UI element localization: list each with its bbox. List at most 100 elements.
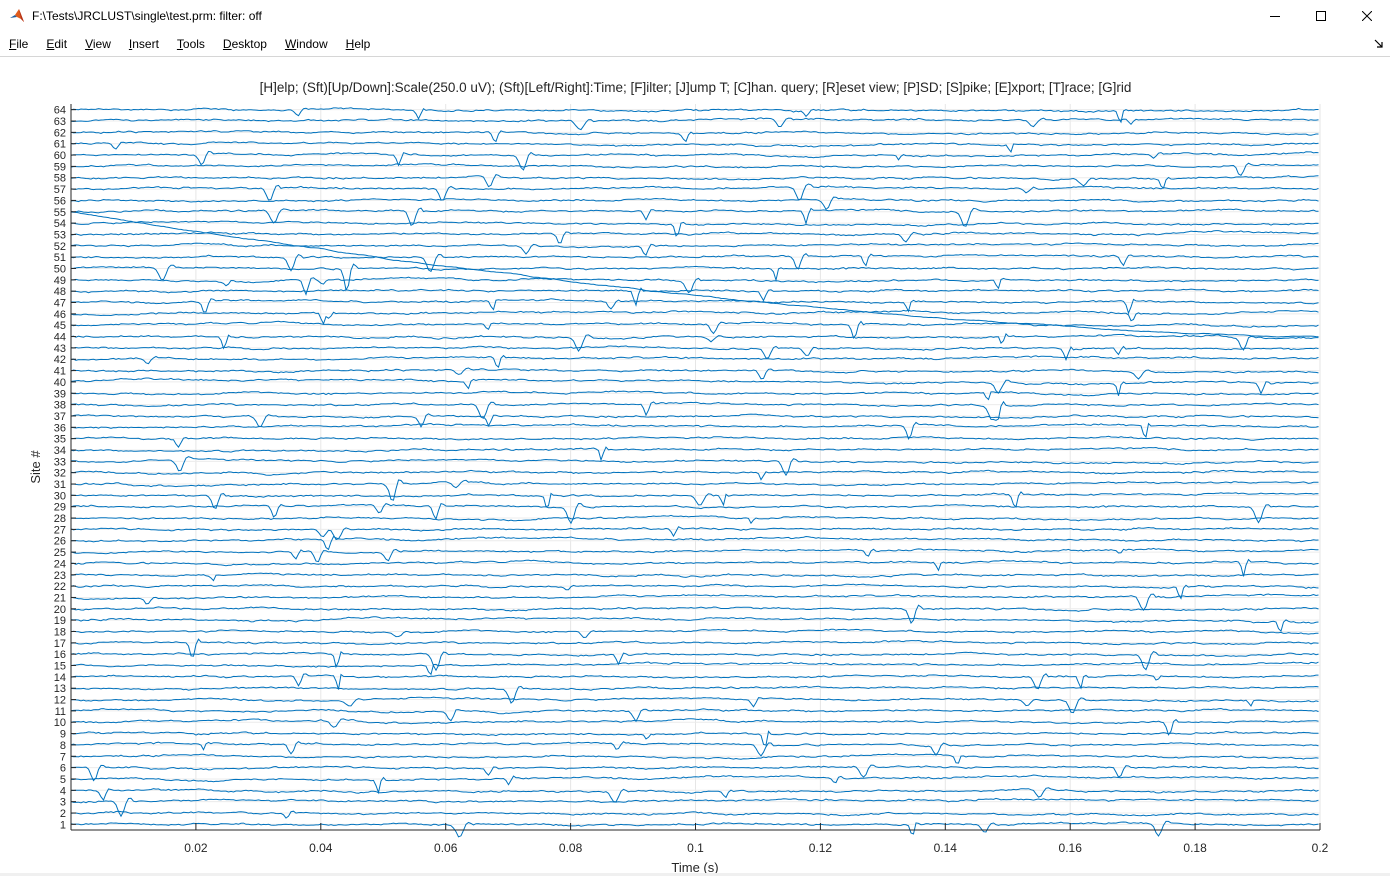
- maximize-button[interactable]: [1298, 0, 1344, 32]
- site-trace: [70, 183, 1319, 201]
- site-trace: [70, 535, 1319, 551]
- site-trace: [70, 593, 1319, 612]
- y-tick-label: 59: [54, 161, 66, 173]
- menu-insert-rest: nsert: [132, 37, 159, 51]
- y-tick-label: 27: [54, 524, 66, 536]
- dock-arrow-icon[interactable]: [1374, 39, 1384, 49]
- y-tick-label: 23: [54, 570, 66, 582]
- y-tick-label: 40: [54, 377, 66, 389]
- y-tick-label: 32: [54, 468, 66, 480]
- menu-edit[interactable]: Edit: [37, 33, 76, 55]
- menu-tools[interactable]: Tools: [168, 33, 214, 55]
- menu-view[interactable]: View: [76, 33, 120, 55]
- site-trace: [70, 207, 1319, 227]
- menu-window[interactable]: Window: [276, 33, 337, 55]
- y-tick-label: 52: [54, 241, 66, 253]
- y-tick-label: 6: [60, 763, 66, 775]
- site-trace: [70, 253, 1319, 273]
- site-trace: [70, 446, 1319, 462]
- y-tick-label: 62: [54, 127, 66, 139]
- site-trace: [70, 400, 1319, 421]
- site-trace: [70, 797, 1319, 818]
- window-bottom-edge: [0, 873, 1390, 876]
- y-tick-label: 21: [54, 592, 66, 604]
- y-tick-label: 46: [54, 309, 66, 321]
- y-tick-label: 22: [54, 581, 66, 593]
- site-trace: [71, 298, 1319, 315]
- y-tick-label: 56: [54, 195, 66, 207]
- menu-insert[interactable]: Insert: [120, 33, 168, 55]
- x-tick-label: 0.02: [184, 841, 208, 855]
- site-trace: [70, 774, 1319, 795]
- site-trace: [70, 491, 1319, 509]
- x-tick-label: 0.08: [559, 841, 583, 855]
- menu-view-mnemonic: V: [85, 37, 93, 51]
- site-trace: [70, 367, 1319, 380]
- y-axis-label: Site #: [28, 450, 43, 484]
- y-tick-label: 24: [54, 558, 66, 570]
- x-tick-label: 0.16: [1059, 841, 1083, 855]
- site-trace: [70, 740, 1319, 757]
- site-trace: [70, 320, 1319, 339]
- site-trace: [70, 583, 1319, 600]
- menu-window-mnemonic: W: [284, 37, 297, 51]
- y-tick-label: 63: [54, 116, 66, 128]
- menu-tools-rest: ools: [182, 37, 205, 51]
- y-tick-label: 39: [54, 388, 66, 400]
- y-tick-label: 28: [54, 513, 66, 525]
- site-trace: [70, 604, 1319, 624]
- y-tick-label: 50: [54, 263, 66, 275]
- site-trace: [70, 276, 1319, 296]
- menu-file-rest: ile: [16, 37, 29, 51]
- site-trace: [70, 456, 1319, 477]
- site-trace: [70, 230, 1319, 244]
- site-trace: [70, 107, 1319, 124]
- y-tick-label: 31: [54, 479, 66, 491]
- site-trace: [70, 696, 1319, 714]
- site-trace: [70, 469, 1319, 481]
- x-tick-label: 0.04: [309, 841, 333, 855]
- menu-desktop-rest: esktop: [231, 37, 267, 51]
- y-tick-label: 54: [54, 218, 66, 230]
- site-trace: [70, 354, 1319, 368]
- y-tick-label: 29: [54, 502, 66, 514]
- menu-bar: File Edit View Insert Tools Desktop Wind…: [0, 33, 1390, 55]
- site-trace: [70, 558, 1319, 577]
- site-trace: [70, 526, 1319, 541]
- y-tick-label: 44: [54, 332, 66, 344]
- y-tick-label: 49: [54, 275, 66, 287]
- y-tick-label: 1: [60, 819, 66, 831]
- x-tick-label: 0.2: [1312, 841, 1329, 855]
- site-trace: [70, 673, 1319, 690]
- site-trace: [70, 421, 1319, 441]
- window-title: F:\Tests\JRCLUST\single\test.prm: filter…: [32, 9, 262, 23]
- menu-desktop[interactable]: Desktop: [214, 33, 276, 55]
- y-tick-label: 60: [54, 150, 66, 162]
- minimize-button[interactable]: [1252, 0, 1298, 32]
- x-tick-label: 0.12: [809, 841, 833, 855]
- y-tick-label: 38: [54, 400, 66, 412]
- x-tick-label: 0.14: [934, 841, 958, 855]
- y-tick-label: 20: [54, 604, 66, 616]
- menu-file-mnemonic: F: [9, 37, 17, 51]
- y-tick-label: 3: [60, 797, 66, 809]
- y-tick-label: 10: [54, 717, 66, 729]
- menu-edit-mnemonic: E: [46, 37, 55, 51]
- matlab-logo-icon: [10, 9, 24, 22]
- site-trace: [70, 174, 1319, 189]
- x-tick-label: 0.18: [1183, 841, 1207, 855]
- site-trace: [70, 479, 1319, 501]
- y-tick-label: 25: [54, 547, 66, 559]
- y-tick-label: 30: [54, 490, 66, 502]
- site-trace: [70, 377, 1319, 396]
- close-button[interactable]: [1344, 0, 1390, 32]
- y-tick-label: 53: [54, 229, 66, 241]
- menu-help-mnemonic: H: [345, 37, 355, 51]
- y-tick-label: 34: [54, 445, 66, 457]
- site-trace: [70, 130, 1319, 143]
- y-tick-label: 57: [54, 184, 66, 196]
- menu-file[interactable]: File: [0, 33, 37, 55]
- menu-help[interactable]: Help: [337, 33, 380, 55]
- site-trace: [70, 787, 1319, 803]
